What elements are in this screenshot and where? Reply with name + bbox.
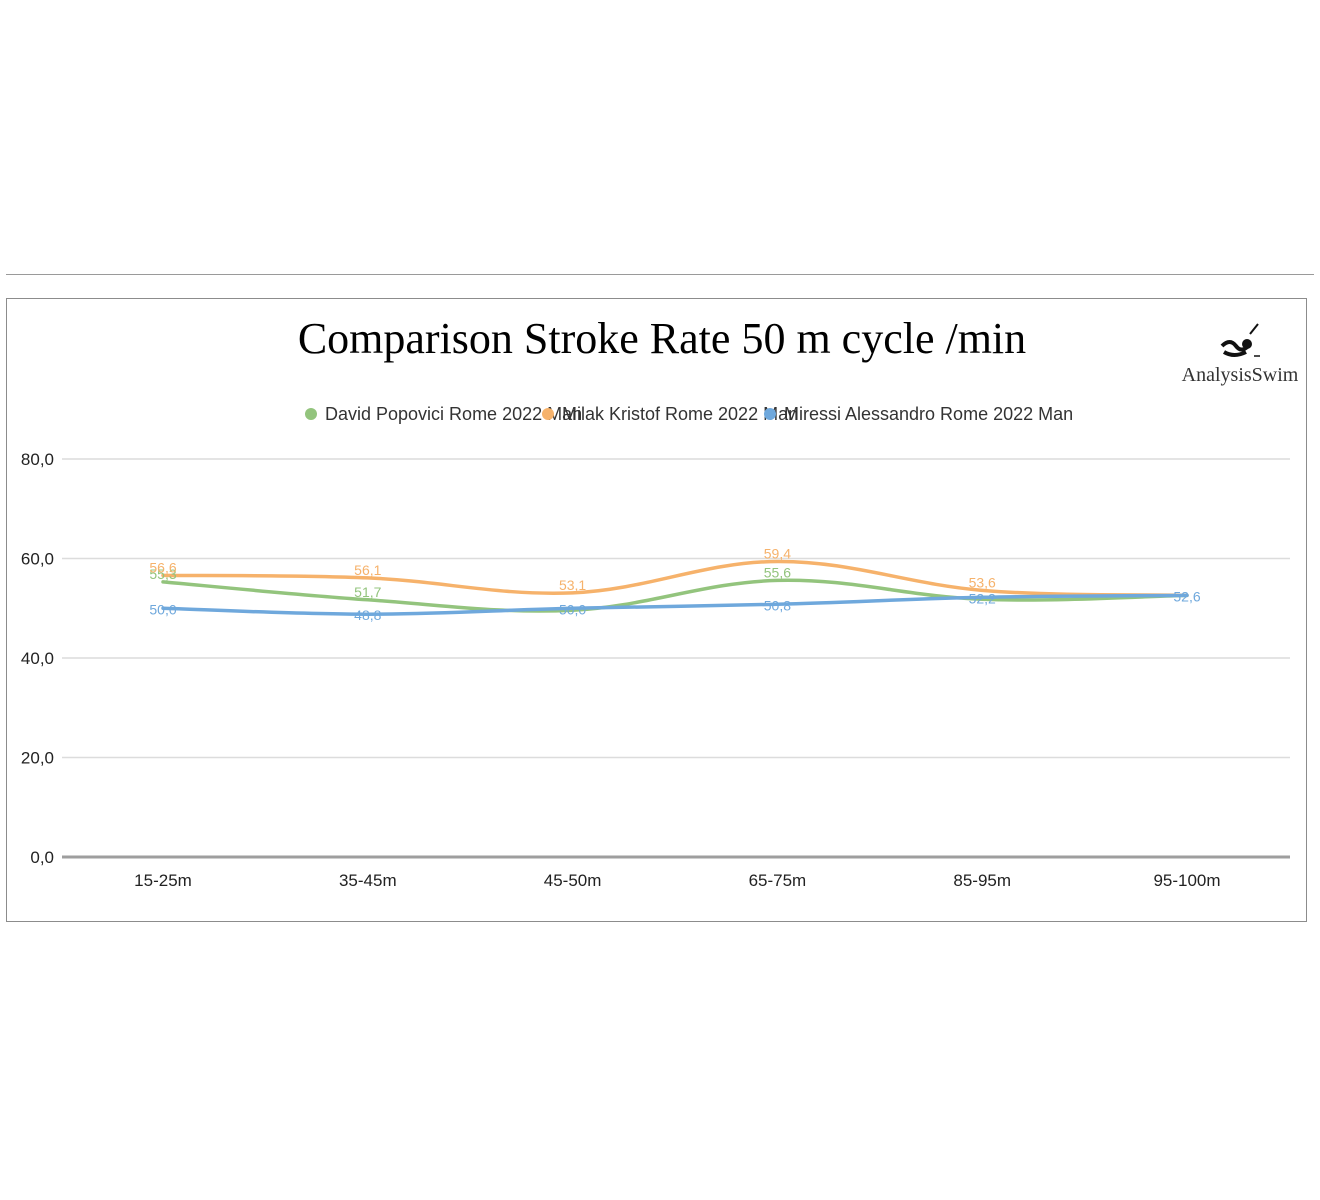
logo-text: AnalysisSwim — [1182, 364, 1299, 386]
data-label: 52,6 — [1173, 588, 1200, 604]
data-label: 53,6 — [969, 574, 996, 590]
data-labels: 55,3 51,7 55,6 56,6 56,1 53,1 59,4 53,6 50,0 48,8… — [149, 545, 1200, 623]
x-tick-label: 65-75m — [749, 871, 807, 890]
y-tick-label: 40,0 — [21, 649, 54, 668]
logo: AnalysisSwim — [1182, 323, 1299, 386]
legend-marker — [764, 408, 776, 420]
chart-title: Comparison Stroke Rate 50 m cycle /min — [298, 314, 1026, 363]
series-line — [161, 593, 1189, 616]
y-tick-label: 0,0 — [30, 848, 54, 867]
data-label: 51,7 — [354, 584, 381, 600]
x-tick-label: 85-95m — [953, 871, 1011, 890]
swimmer-icon — [1220, 323, 1260, 357]
data-label: 56,6 — [149, 559, 176, 575]
series-line — [161, 559, 1189, 598]
data-label: 59,4 — [764, 545, 791, 561]
legend-item: Milak Kristof Rome 2022 Man — [542, 404, 798, 424]
data-label: 48,8 — [354, 607, 381, 623]
legend-marker — [542, 408, 554, 420]
legend-item: Miressi Alessandro Rome 2022 Man — [764, 404, 1073, 424]
x-tick-label: 15-25m — [134, 871, 192, 890]
series-line — [161, 578, 1189, 613]
y-tick-label: 20,0 — [21, 749, 54, 768]
x-tick-label: 95-100m — [1153, 871, 1220, 890]
legend-label: Miressi Alessandro Rome 2022 Man — [784, 404, 1073, 424]
x-tick-label: 35-45m — [339, 871, 397, 890]
data-label: 55,6 — [764, 564, 791, 580]
y-tick-label: 80,0 — [21, 450, 54, 469]
y-axis: 0,0 20,0 40,0 60,0 80,0 — [21, 450, 54, 867]
legend-label: David Popovici Rome 2022 Man — [325, 404, 582, 424]
data-label: 55,3 — [149, 566, 176, 582]
legend-marker — [305, 408, 317, 420]
data-label: 50,0 — [559, 601, 586, 617]
series-layer — [161, 559, 1189, 616]
top-divider — [6, 274, 1314, 275]
data-label: 56,1 — [354, 562, 381, 578]
data-label: 50,8 — [764, 597, 791, 613]
x-tick-label: 45-50m — [544, 871, 602, 890]
data-label: 52,2 — [969, 590, 996, 606]
data-label: 50,0 — [149, 601, 176, 617]
x-axis: 15-25m 35-45m 45-50m 65-75m 85-95m 95-100m — [134, 871, 1220, 890]
legend-label: Milak Kristof Rome 2022 Man — [562, 404, 798, 424]
legend-item: David Popovici Rome 2022 Man — [305, 404, 582, 424]
y-tick-label: 60,0 — [21, 550, 54, 569]
gridlines — [62, 458, 1290, 859]
data-label: 53,1 — [559, 577, 586, 593]
